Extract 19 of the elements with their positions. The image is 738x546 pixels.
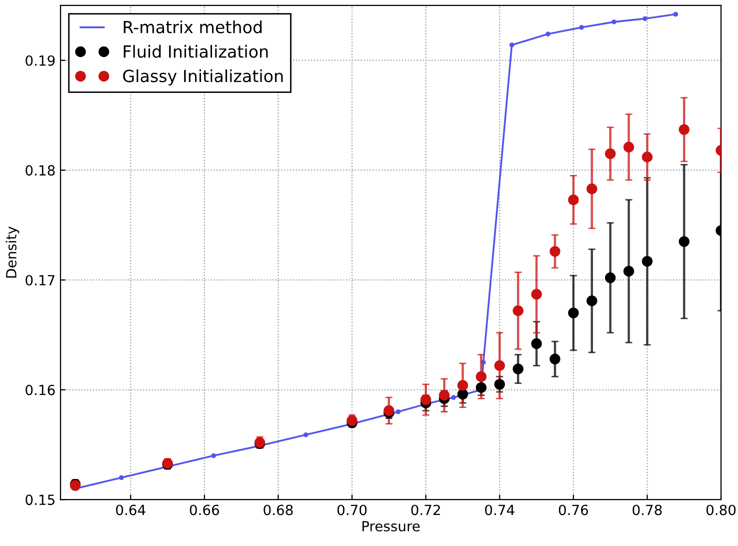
x-tick-label: 0.78	[632, 504, 662, 516]
x-tick-label: 0.70	[337, 504, 367, 516]
y-tick-label: 0.18	[26, 165, 55, 176]
y-tick-label: 0.17	[26, 274, 54, 286]
x-tick-label: 0.76	[558, 504, 588, 516]
x-tick-label: 0.72	[411, 504, 440, 516]
x-tick-label: 0.74	[485, 504, 514, 516]
x-tick-label: 0.66	[190, 504, 220, 516]
x-tick-label: 0.80	[706, 504, 736, 516]
y-tick-label: 0.19	[26, 55, 55, 66]
x-tick-label: 0.68	[264, 504, 293, 516]
legend-label: Fluid Initialization	[124, 44, 268, 58]
x-axis-title: Pressure	[362, 521, 420, 532]
x-tick-label: 0.64	[116, 504, 146, 516]
y-tick-label: 0.16	[26, 384, 55, 396]
y-tick-label: 0.15	[26, 494, 54, 506]
y-axis-title: Density	[6, 226, 20, 278]
legend-label: R-matrix method	[124, 20, 262, 34]
legend-label: Glassy Initialization	[123, 69, 283, 86]
